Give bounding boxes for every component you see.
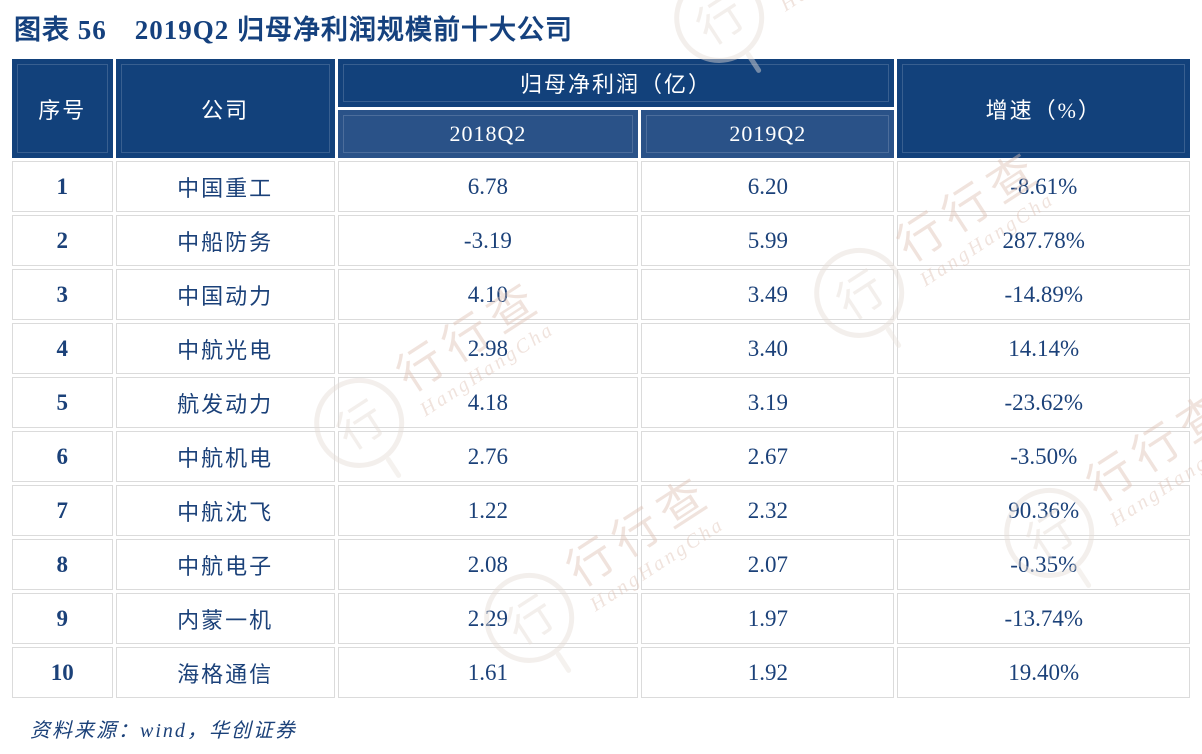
cell-company: 中航电子 <box>115 539 335 590</box>
cell-growth: -14.89% <box>897 269 1190 320</box>
cell-company: 内蒙一机 <box>115 593 335 644</box>
cell-no: 3 <box>12 269 113 320</box>
cell-2018q2: 4.18 <box>337 377 639 428</box>
header-2019q2: 2019Q2 <box>641 110 895 158</box>
cell-company: 中航沈飞 <box>115 485 335 536</box>
header-growth: 增速（%） <box>897 59 1190 158</box>
header-no: 序号 <box>12 59 113 158</box>
table-row: 4 中航光电 2.98 3.40 14.14% <box>12 323 1190 374</box>
cell-2018q2: 2.08 <box>337 539 639 590</box>
cell-growth: -23.62% <box>897 377 1190 428</box>
header-row-1: 序号 公司 归母净利润（亿） 增速（%） <box>12 59 1190 158</box>
cell-no: 9 <box>12 593 113 644</box>
header-company: 公司 <box>115 59 335 158</box>
cell-2019q2: 1.97 <box>641 593 895 644</box>
header-profit-group: 归母净利润（亿） <box>337 59 895 107</box>
cell-company: 中航光电 <box>115 323 335 374</box>
cell-2018q2: 2.29 <box>337 593 639 644</box>
figure-number: 图表 56 <box>14 15 107 45</box>
cell-2019q2: 6.20 <box>641 161 895 212</box>
top10-net-profit-table: 序号 公司 归母净利润（亿） 增速（%） 2018Q2 2019Q2 1 中国重… <box>9 56 1193 701</box>
table-row: 5 航发动力 4.18 3.19 -23.62% <box>12 377 1190 428</box>
figure-caption: 2019Q2 归母净利润规模前十大公司 <box>134 15 574 45</box>
cell-company: 中船防务 <box>115 215 335 266</box>
cell-growth: 90.36% <box>897 485 1190 536</box>
cell-no: 5 <box>12 377 113 428</box>
cell-growth: 287.78% <box>897 215 1190 266</box>
header-2018q2: 2018Q2 <box>337 110 639 158</box>
cell-no: 10 <box>12 647 113 698</box>
data-source: 资料来源：wind，华创证券 <box>30 720 297 742</box>
cell-company: 中国重工 <box>115 161 335 212</box>
cell-2019q2: 2.07 <box>641 539 895 590</box>
header-row-2: 2018Q2 2019Q2 <box>12 110 1190 158</box>
cell-2019q2: 2.32 <box>641 485 895 536</box>
table-row: 2 中船防务 -3.19 5.99 287.78% <box>12 215 1190 266</box>
table-row: 3 中国动力 4.10 3.49 -14.89% <box>12 269 1190 320</box>
cell-2018q2: 2.98 <box>337 323 639 374</box>
cell-2018q2: 2.76 <box>337 431 639 482</box>
cell-2019q2: 2.67 <box>641 431 895 482</box>
table-row: 7 中航沈飞 1.22 2.32 90.36% <box>12 485 1190 536</box>
table-row: 1 中国重工 6.78 6.20 -8.61% <box>12 161 1190 212</box>
cell-no: 4 <box>12 323 113 374</box>
table-row: 10 海格通信 1.61 1.92 19.40% <box>12 647 1190 698</box>
cell-2018q2: 6.78 <box>337 161 639 212</box>
cell-2018q2: -3.19 <box>337 215 639 266</box>
cell-company: 中航机电 <box>115 431 335 482</box>
cell-growth: -13.74% <box>897 593 1190 644</box>
table-row: 8 中航电子 2.08 2.07 -0.35% <box>12 539 1190 590</box>
cell-2018q2: 1.61 <box>337 647 639 698</box>
cell-2019q2: 5.99 <box>641 215 895 266</box>
cell-2019q2: 3.40 <box>641 323 895 374</box>
cell-2019q2: 3.19 <box>641 377 895 428</box>
cell-no: 1 <box>12 161 113 212</box>
table-row: 9 内蒙一机 2.29 1.97 -13.74% <box>12 593 1190 644</box>
table-row: 6 中航机电 2.76 2.67 -3.50% <box>12 431 1190 482</box>
cell-company: 中国动力 <box>115 269 335 320</box>
cell-growth: -8.61% <box>897 161 1190 212</box>
cell-no: 6 <box>12 431 113 482</box>
cell-growth: -3.50% <box>897 431 1190 482</box>
cell-growth: 19.40% <box>897 647 1190 698</box>
cell-2019q2: 1.92 <box>641 647 895 698</box>
cell-no: 8 <box>12 539 113 590</box>
cell-growth: 14.14% <box>897 323 1190 374</box>
cell-company: 航发动力 <box>115 377 335 428</box>
cell-growth: -0.35% <box>897 539 1190 590</box>
cell-2019q2: 3.49 <box>641 269 895 320</box>
cell-2018q2: 4.10 <box>337 269 639 320</box>
cell-company: 海格通信 <box>115 647 335 698</box>
cell-no: 2 <box>12 215 113 266</box>
cell-no: 7 <box>12 485 113 536</box>
figure-title: 图表 56 2019Q2 归母净利润规模前十大公司 <box>0 0 1202 47</box>
cell-2018q2: 1.22 <box>337 485 639 536</box>
